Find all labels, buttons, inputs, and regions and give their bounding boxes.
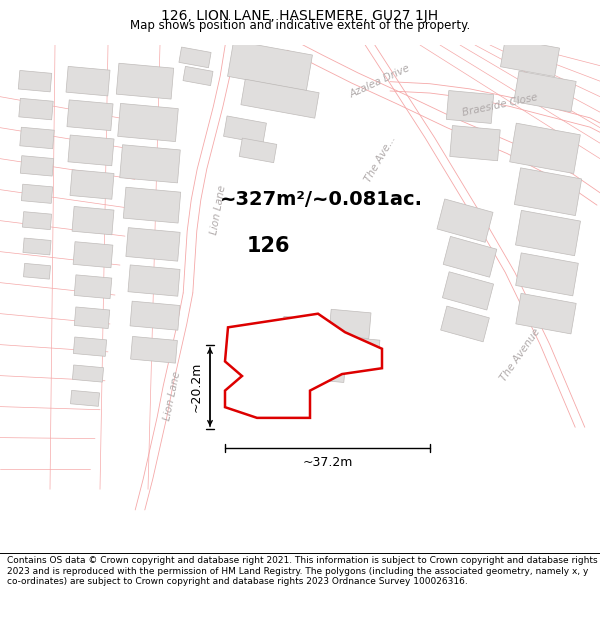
Polygon shape <box>500 38 560 77</box>
Polygon shape <box>225 314 382 418</box>
Polygon shape <box>130 301 180 330</box>
Text: 126, LION LANE, HASLEMERE, GU27 1JH: 126, LION LANE, HASLEMERE, GU27 1JH <box>161 9 439 23</box>
Polygon shape <box>450 126 500 161</box>
Polygon shape <box>73 365 104 382</box>
Text: Map shows position and indicative extent of the property.: Map shows position and indicative extent… <box>130 19 470 32</box>
Polygon shape <box>227 41 313 91</box>
Polygon shape <box>241 79 319 118</box>
Polygon shape <box>437 199 493 242</box>
Polygon shape <box>245 338 265 352</box>
Polygon shape <box>514 71 576 112</box>
Text: Contains OS data © Crown copyright and database right 2021. This information is : Contains OS data © Crown copyright and d… <box>7 556 598 586</box>
Text: ~20.2m: ~20.2m <box>190 362 203 412</box>
Polygon shape <box>224 116 266 144</box>
Polygon shape <box>126 228 180 261</box>
Text: The Avenue: The Avenue <box>498 327 542 383</box>
Polygon shape <box>131 336 178 363</box>
Text: Braeside Close: Braeside Close <box>461 92 539 118</box>
Polygon shape <box>23 263 50 279</box>
Polygon shape <box>67 100 113 131</box>
Polygon shape <box>18 71 52 92</box>
Polygon shape <box>66 66 110 96</box>
Polygon shape <box>442 272 494 310</box>
Polygon shape <box>515 253 578 296</box>
Polygon shape <box>74 275 112 299</box>
Polygon shape <box>70 391 100 406</box>
Polygon shape <box>22 184 53 203</box>
Polygon shape <box>116 63 174 99</box>
Polygon shape <box>183 66 213 86</box>
Polygon shape <box>179 47 211 68</box>
Text: ~37.2m: ~37.2m <box>302 456 353 469</box>
Polygon shape <box>340 337 380 363</box>
Polygon shape <box>74 307 110 329</box>
Text: 126: 126 <box>246 236 290 256</box>
Text: Azalea Drive: Azalea Drive <box>348 62 412 99</box>
Polygon shape <box>514 168 581 216</box>
Polygon shape <box>239 138 277 162</box>
Polygon shape <box>281 316 339 352</box>
Polygon shape <box>294 352 346 382</box>
Polygon shape <box>73 242 113 268</box>
Polygon shape <box>118 103 178 142</box>
Polygon shape <box>440 306 490 342</box>
Polygon shape <box>20 156 53 176</box>
Polygon shape <box>329 309 371 339</box>
Polygon shape <box>509 123 580 174</box>
Polygon shape <box>23 238 51 255</box>
Polygon shape <box>20 127 54 149</box>
Polygon shape <box>123 188 181 223</box>
Text: Lion Lane: Lion Lane <box>162 371 182 422</box>
Polygon shape <box>70 170 114 199</box>
Polygon shape <box>73 337 107 356</box>
Polygon shape <box>68 135 114 166</box>
Text: ~327m²/~0.081ac.: ~327m²/~0.081ac. <box>220 191 423 209</box>
Polygon shape <box>446 91 494 123</box>
Polygon shape <box>128 265 180 296</box>
Polygon shape <box>19 98 53 120</box>
Polygon shape <box>515 211 580 256</box>
Polygon shape <box>22 212 52 229</box>
Polygon shape <box>443 236 497 278</box>
Polygon shape <box>516 293 576 334</box>
Polygon shape <box>72 206 114 235</box>
Polygon shape <box>120 145 180 183</box>
Text: Lion Lane: Lion Lane <box>209 185 227 236</box>
Text: The Ave...: The Ave... <box>362 134 397 184</box>
